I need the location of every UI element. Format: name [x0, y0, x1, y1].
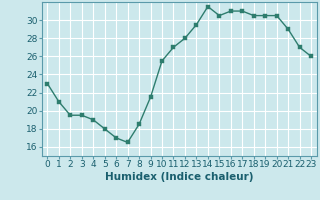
X-axis label: Humidex (Indice chaleur): Humidex (Indice chaleur) [105, 172, 253, 182]
